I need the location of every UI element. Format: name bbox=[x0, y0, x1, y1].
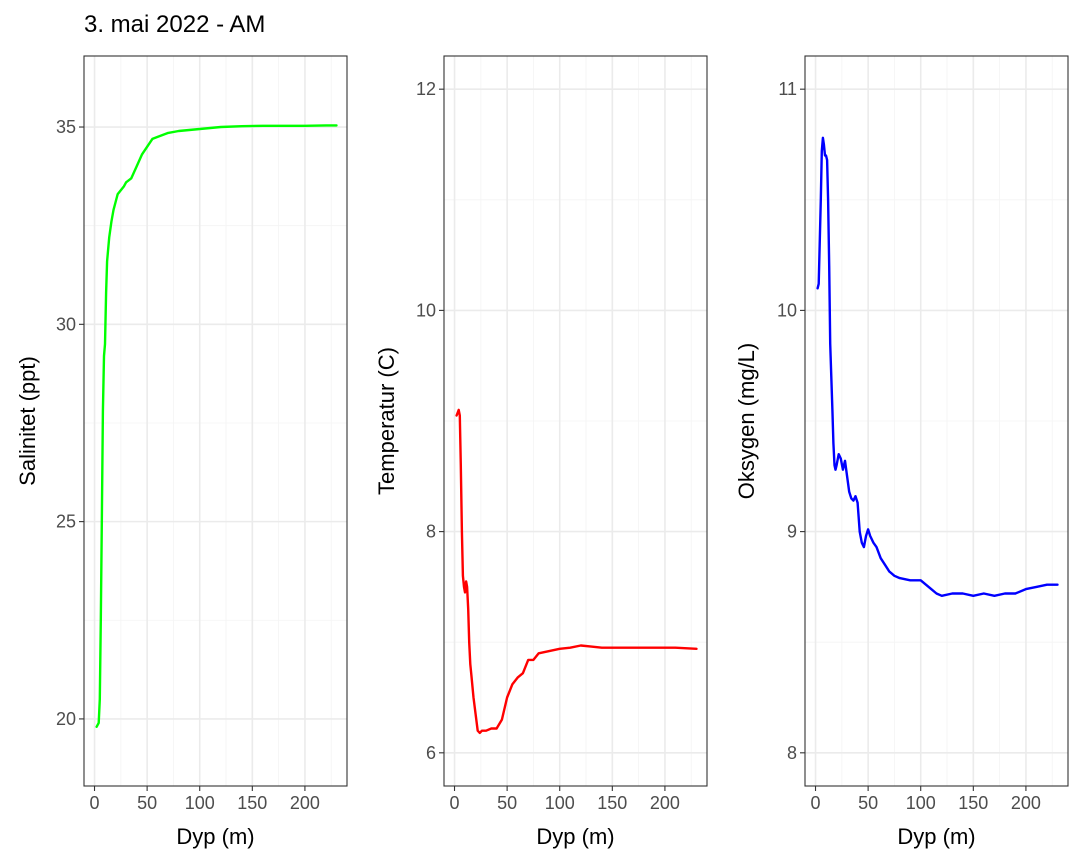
x-tick-label: 200 bbox=[290, 793, 320, 813]
panel-temperatur: 0 50 100 150 200 6 8 10 12 Dyp (m) Temperatur (C… bbox=[374, 55, 708, 849]
y-tick-label: 10 bbox=[777, 300, 797, 320]
panel-salinitet: 0 50 100 150 200 20 25 30 35 Dyp (m) Salinitet (… bbox=[15, 55, 348, 849]
x-tick-label: 0 bbox=[90, 793, 100, 813]
x-axis-title-temperatur: Dyp (m) bbox=[536, 824, 614, 849]
panel-border-salinitet bbox=[83, 55, 348, 787]
y-axis-title-oksygen: Oksygen (mg/L) bbox=[734, 343, 759, 500]
y-tick-label: 10 bbox=[416, 300, 436, 320]
panel-border-temperatur bbox=[443, 55, 708, 787]
y-tick-label: 25 bbox=[56, 512, 76, 532]
axes-temperatur: 0 50 100 150 200 6 8 10 12 bbox=[416, 79, 680, 813]
axes-salinitet: 0 50 100 150 200 20 25 30 35 bbox=[56, 117, 320, 813]
series-line-oksygen bbox=[816, 136, 1059, 597]
x-tick-label: 200 bbox=[1011, 793, 1041, 813]
x-tick-label: 200 bbox=[650, 793, 680, 813]
series-line-temperatur bbox=[455, 408, 698, 735]
gridlines-temperatur bbox=[444, 56, 707, 786]
y-tick-label: 20 bbox=[56, 709, 76, 729]
chart-title: 3. mai 2022 - AM bbox=[84, 11, 265, 38]
x-tick-label: 50 bbox=[137, 793, 157, 813]
y-tick-label: 12 bbox=[416, 79, 436, 99]
panel-oksygen: 0 50 100 150 200 8 9 10 11 Dyp (m) Oksygen (mg/L… bbox=[734, 55, 1069, 849]
x-axis-title-salinitet: Dyp (m) bbox=[176, 824, 254, 849]
plot-area-salinitet bbox=[84, 56, 347, 786]
x-tick-label: 150 bbox=[597, 793, 627, 813]
series-line-salinitet bbox=[95, 124, 338, 728]
x-tick-label: 100 bbox=[185, 793, 215, 813]
y-tick-label: 30 bbox=[56, 314, 76, 334]
x-tick-label: 100 bbox=[906, 793, 936, 813]
gridlines-salinitet bbox=[84, 56, 347, 786]
x-axis-title-oksygen: Dyp (m) bbox=[897, 824, 975, 849]
x-tick-label: 100 bbox=[545, 793, 575, 813]
y-axis-title-salinitet: Salinitet (ppt) bbox=[15, 356, 40, 486]
gridlines-oksygen bbox=[805, 56, 1068, 786]
y-tick-label: 9 bbox=[787, 522, 797, 542]
x-tick-label: 50 bbox=[497, 793, 517, 813]
y-axis-title-temperatur: Temperatur (C) bbox=[374, 347, 399, 495]
y-tick-label: 11 bbox=[778, 79, 797, 99]
x-tick-label: 0 bbox=[811, 793, 821, 813]
x-tick-label: 150 bbox=[958, 793, 988, 813]
panel-border-oksygen bbox=[804, 55, 1069, 787]
x-tick-label: 0 bbox=[450, 793, 460, 813]
axes-oksygen: 0 50 100 150 200 8 9 10 11 bbox=[777, 79, 1041, 813]
y-tick-label: 35 bbox=[56, 117, 76, 137]
x-tick-label: 150 bbox=[237, 793, 267, 813]
y-tick-label: 6 bbox=[426, 743, 436, 763]
y-tick-label: 8 bbox=[426, 522, 436, 542]
y-tick-label: 8 bbox=[787, 743, 797, 763]
x-tick-label: 50 bbox=[858, 793, 878, 813]
